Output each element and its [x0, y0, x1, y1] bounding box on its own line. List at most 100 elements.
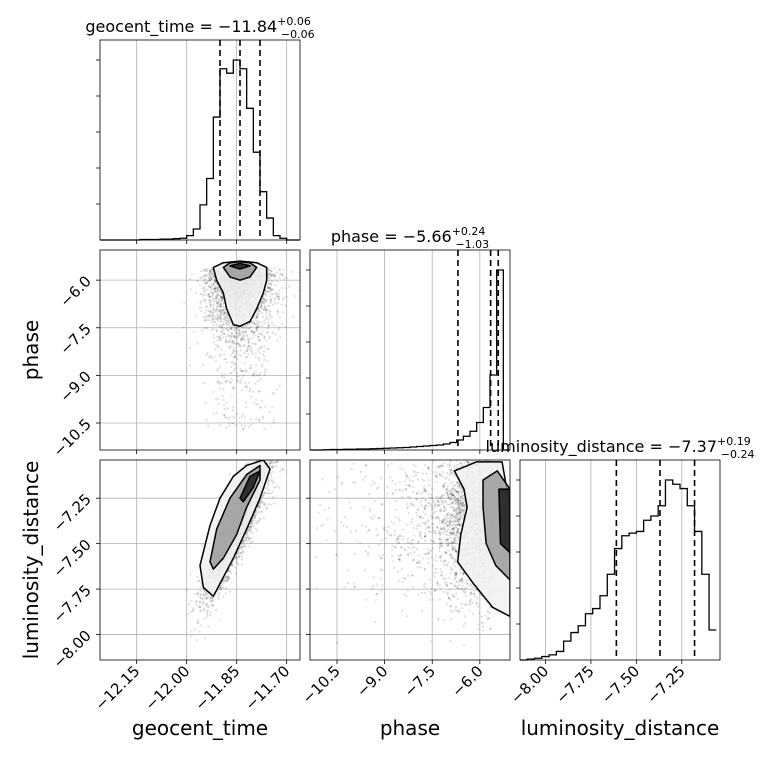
panel-background [100, 460, 300, 660]
sample-point [250, 347, 252, 349]
panel-title-luminosity_distance: luminosity_distance = −7.37+0.19−0.24 [486, 435, 755, 461]
sample-point [224, 373, 226, 375]
sample-point [248, 327, 250, 329]
panel-hist-luminosity_distance: −8.00−7.75−7.50−7.25luminosity_distance … [486, 435, 755, 707]
sample-point [273, 455, 275, 457]
sample-point [203, 602, 205, 604]
sample-point [217, 398, 219, 400]
sample-point [270, 280, 272, 282]
sample-point [263, 319, 265, 321]
sample-point [199, 596, 201, 598]
sample-point [257, 452, 259, 454]
sample-point [259, 452, 261, 454]
sample-point [221, 376, 223, 378]
sample-point [182, 660, 184, 662]
sample-point [277, 328, 279, 330]
sample-point [211, 273, 213, 275]
sample-point [250, 364, 252, 366]
sample-point [253, 335, 255, 337]
sample-point [250, 337, 252, 339]
sample-point [218, 336, 220, 338]
sample-point [255, 399, 257, 401]
sample-point [277, 302, 279, 304]
sample-point [259, 456, 261, 458]
sample-point [251, 331, 253, 333]
sample-point [267, 321, 269, 323]
sample-point [232, 361, 234, 363]
sample-point [255, 364, 257, 366]
sample-point [272, 332, 274, 334]
sample-point [260, 345, 262, 347]
sample-point [242, 331, 244, 333]
sample-point [257, 510, 259, 512]
sample-point [212, 333, 214, 335]
sample-point [206, 319, 208, 321]
sample-point [189, 364, 191, 366]
sample-point [188, 603, 190, 605]
sample-point [247, 382, 249, 384]
sample-point [270, 271, 272, 273]
sample-point [223, 358, 225, 360]
sample-point [235, 365, 237, 367]
sample-point [225, 336, 227, 338]
sample-point [254, 402, 256, 404]
sample-point [268, 309, 270, 311]
sample-point [247, 453, 249, 455]
sample-point [236, 327, 238, 329]
sample-point [259, 380, 261, 382]
sample-point [275, 450, 277, 452]
sample-point [273, 503, 275, 505]
sample-point [268, 479, 270, 481]
sample-point [257, 357, 259, 359]
sample-point [275, 457, 277, 459]
title-minus: −1.03 [455, 238, 489, 251]
sample-point [262, 316, 264, 318]
sample-point [209, 310, 211, 312]
sample-point [258, 418, 260, 420]
sample-point [245, 328, 247, 330]
sample-point [243, 344, 245, 346]
sample-point [212, 600, 214, 602]
sample-point [231, 378, 233, 380]
sample-point [224, 380, 226, 382]
sample-point [253, 332, 255, 334]
sample-point [220, 303, 222, 305]
sample-point [266, 452, 268, 454]
sample-point [205, 305, 207, 307]
sample-point [218, 618, 220, 620]
sample-point [263, 457, 265, 459]
sample-point [216, 370, 218, 372]
sample-point [237, 342, 239, 344]
sample-point [258, 332, 260, 334]
sample-point [206, 611, 208, 613]
sample-point [227, 330, 229, 332]
sample-point [267, 456, 269, 458]
sample-point [210, 277, 212, 279]
sample-point [240, 355, 242, 357]
sample-point [231, 395, 233, 397]
sample-point [266, 332, 268, 334]
sample-point [259, 374, 261, 376]
sample-point [256, 456, 258, 458]
panel-hist-phase: phase = −5.66+0.24−1.03 [306, 225, 510, 454]
sample-point [263, 356, 265, 358]
sample-point [270, 300, 272, 302]
sample-point [271, 392, 273, 394]
sample-point [276, 388, 278, 390]
sample-point [274, 284, 276, 286]
sample-point [206, 270, 208, 272]
x-tick-label: −7.50 [598, 662, 643, 707]
sample-point [256, 313, 258, 315]
title-text: luminosity_distance = −7.37 [486, 437, 717, 457]
sample-point [268, 272, 270, 274]
sample-point [227, 380, 229, 382]
sample-point [222, 399, 224, 401]
sample-point [218, 317, 220, 319]
sample-point [253, 450, 255, 452]
sample-point [243, 352, 245, 354]
sample-point [255, 317, 257, 319]
sample-point [223, 376, 225, 378]
panel-title-geocent_time: geocent_time = −11.84+0.06−0.06 [85, 15, 314, 41]
sample-point [268, 348, 270, 350]
